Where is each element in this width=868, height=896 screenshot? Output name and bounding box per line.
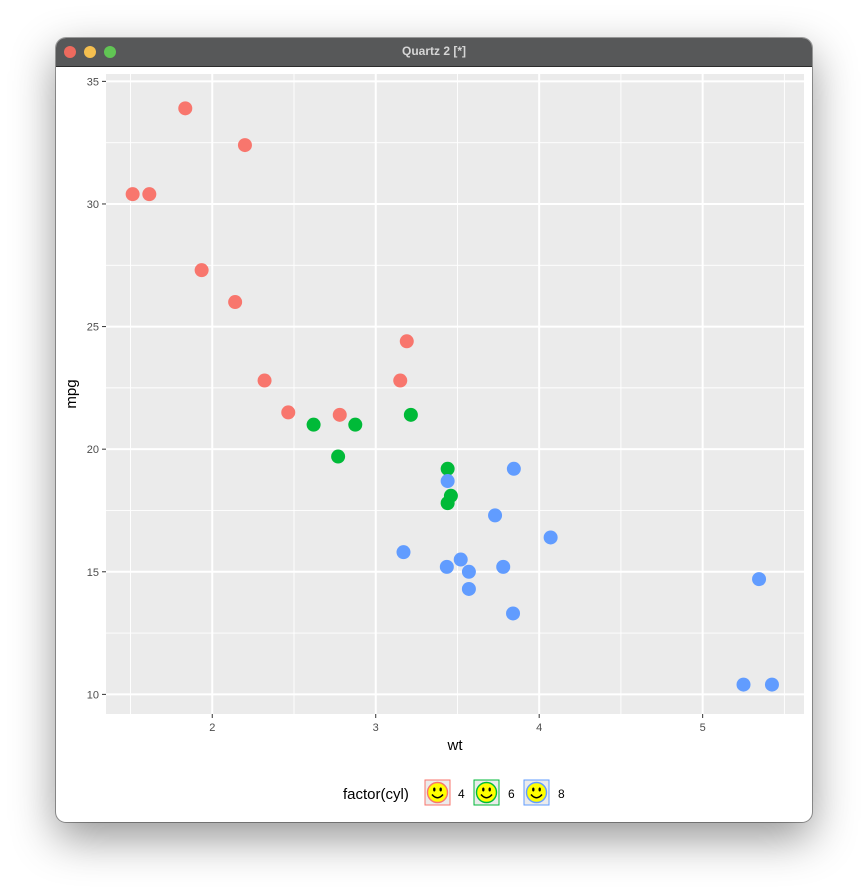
- x-axis-label: wt: [447, 737, 464, 754]
- data-point-cyl-6: [306, 417, 321, 432]
- smiley-face-icon: [426, 781, 449, 804]
- legend-label-4: 4: [458, 787, 465, 801]
- x-axis-ticks: 2 3 4 5: [209, 714, 706, 734]
- data-point-cyl-8: [439, 559, 454, 574]
- data-point-cyl-6: [403, 407, 418, 422]
- legend-label-8: 8: [558, 787, 565, 801]
- y-tick-label: 25: [87, 322, 99, 334]
- legend-key-4: [424, 779, 451, 806]
- data-point-cyl-8: [440, 474, 455, 489]
- scatter-plot: 10 15 20 25 30 35 2 3 4 5 wt mpg factor(cyl) 4: [63, 74, 804, 806]
- data-point-cyl-8: [506, 606, 521, 621]
- x-tick-label: 4: [536, 722, 542, 734]
- legend-label-6: 6: [508, 787, 515, 801]
- data-point-cyl-4: [142, 187, 157, 202]
- major-gridlines: [106, 74, 804, 714]
- plot-panel: [106, 74, 804, 714]
- data-point-cyl-4: [228, 295, 243, 310]
- data-point-cyl-8: [496, 559, 511, 574]
- y-tick-label: 15: [87, 567, 99, 579]
- legend-title: factor(cyl): [343, 786, 409, 803]
- close-icon[interactable]: [64, 46, 76, 58]
- data-point-cyl-8: [752, 572, 767, 587]
- data-point-cyl-8: [764, 677, 779, 692]
- data-point-cyl-4: [125, 187, 140, 202]
- data-point-cyl-4: [237, 138, 252, 153]
- data-point-cyl-8: [461, 564, 476, 579]
- x-tick-label: 3: [373, 722, 379, 734]
- data-point-cyl-4: [281, 405, 296, 420]
- data-point-cyl-4: [257, 373, 272, 388]
- data-point-cyl-4: [332, 407, 347, 422]
- data-point-cyl-4: [178, 101, 193, 116]
- title-bar[interactable]: Quartz 2 [*]: [56, 38, 812, 67]
- y-tick-label: 30: [87, 199, 99, 211]
- data-point-cyl-6: [348, 417, 363, 432]
- data-point-cyl-8: [396, 545, 411, 560]
- data-point-cyl-8: [453, 552, 468, 567]
- minor-gridlines: [106, 74, 804, 714]
- data-point-cyl-6: [440, 496, 455, 511]
- data-point-cyl-4: [393, 373, 408, 388]
- maximize-icon[interactable]: [104, 46, 116, 58]
- data-point-cyl-8: [543, 530, 558, 545]
- minimize-icon[interactable]: [84, 46, 96, 58]
- data-points: [125, 101, 779, 692]
- data-point-cyl-6: [440, 461, 455, 476]
- y-tick-label: 10: [87, 689, 99, 701]
- x-tick-label: 5: [700, 722, 706, 734]
- plot-window: Quartz 2 [*] 10 15 20 25 30 35 2 3 4 5 wt mpg fa…: [56, 38, 812, 822]
- y-tick-label: 35: [87, 76, 99, 88]
- smiley-face-icon: [525, 781, 548, 804]
- data-point-cyl-8: [461, 581, 476, 596]
- legend: factor(cyl) 4 6: [343, 779, 565, 806]
- smiley-face-icon: [475, 781, 498, 804]
- legend-key-8: [523, 779, 550, 806]
- legend-key-6: [473, 779, 500, 806]
- window-title: Quartz 2 [*]: [401, 44, 466, 58]
- data-point-cyl-8: [506, 461, 521, 476]
- data-point-cyl-8: [736, 677, 751, 692]
- y-tick-label: 20: [87, 444, 99, 456]
- y-axis-label: mpg: [63, 379, 80, 408]
- data-point-cyl-6: [331, 449, 346, 464]
- data-point-cyl-8: [488, 508, 503, 523]
- x-tick-label: 2: [209, 722, 215, 734]
- data-point-cyl-4: [194, 263, 209, 278]
- data-point-cyl-4: [399, 334, 414, 349]
- y-axis-ticks: 10 15 20 25 30 35: [87, 76, 106, 701]
